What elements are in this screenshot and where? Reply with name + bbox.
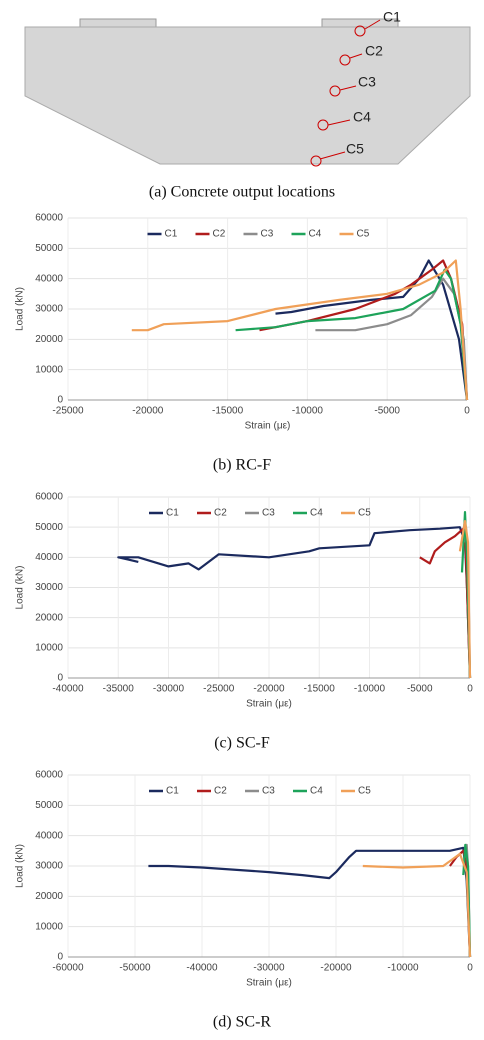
- x-tick-label: -40000: [52, 684, 84, 695]
- y-tick-label: 60000: [35, 770, 63, 781]
- y-tick-label: 0: [57, 952, 63, 963]
- x-tick-label: -20000: [132, 406, 164, 417]
- y-tick-label: 10000: [35, 364, 63, 375]
- y-axis-title: Load (kN): [15, 287, 26, 331]
- location-label: C5: [346, 141, 364, 157]
- caption: (b) RC-F: [213, 457, 271, 474]
- beam-section: [24, 26, 471, 165]
- y-tick-label: 40000: [35, 273, 63, 284]
- legend-label: C1: [166, 786, 179, 797]
- y-tick-label: 50000: [35, 522, 63, 533]
- x-tick-label: -25000: [52, 406, 84, 417]
- location-label: C3: [358, 74, 376, 90]
- x-tick-label: -20000: [253, 684, 285, 695]
- caption: (d) SC-R: [213, 1014, 272, 1031]
- y-tick-label: 0: [57, 395, 63, 406]
- location-marker: [329, 85, 341, 97]
- y-tick-label: 40000: [35, 830, 63, 841]
- support: [79, 18, 157, 28]
- x-tick-label: 0: [467, 684, 473, 695]
- y-tick-label: 60000: [35, 492, 63, 503]
- legend-label: C2: [214, 508, 227, 519]
- legend-label: C5: [358, 508, 371, 519]
- legend-label: C3: [261, 229, 274, 240]
- x-tick-label: -5000: [374, 406, 400, 417]
- series-line: [131, 259, 469, 401]
- legend-label: C5: [357, 229, 370, 240]
- y-tick-label: 0: [57, 673, 63, 684]
- x-tick-label: -15000: [212, 406, 244, 417]
- x-tick-label: -10000: [354, 684, 386, 695]
- legend-label: C5: [358, 786, 371, 797]
- legend-label: C1: [165, 229, 178, 240]
- legend-label: C3: [262, 786, 275, 797]
- x-tick-label: 0: [464, 406, 470, 417]
- y-tick-label: 10000: [35, 642, 63, 653]
- legend-label: C4: [310, 786, 323, 797]
- x-tick-label: -10000: [387, 963, 419, 974]
- series-line: [148, 846, 472, 958]
- x-tick-label: -25000: [203, 684, 235, 695]
- x-tick-label: -20000: [320, 963, 352, 974]
- series-line: [458, 520, 472, 679]
- y-tick-label: 40000: [35, 552, 63, 563]
- x-tick-label: -50000: [119, 963, 151, 974]
- y-tick-label: 20000: [35, 612, 63, 623]
- series-line: [117, 526, 472, 679]
- caption: (c) SC-F: [214, 735, 270, 752]
- x-tick-label: -5000: [407, 684, 433, 695]
- diagram: C1 C2 C3 C4 C5 (a) Concrete output locat…: [24, 9, 471, 201]
- x-tick-label: 0: [467, 963, 473, 974]
- y-axis-title: Load (kN): [15, 566, 26, 610]
- y-axis-title: Load (kN): [15, 844, 26, 888]
- location-label: C2: [365, 43, 383, 59]
- pointer: [319, 19, 381, 160]
- x-axis-title: Strain (με): [246, 699, 292, 710]
- y-tick-label: 30000: [35, 582, 63, 593]
- legend-label: C4: [310, 508, 323, 519]
- y-tick-label: 30000: [35, 861, 63, 872]
- x-tick-label: -35000: [103, 684, 135, 695]
- legend-label: C3: [262, 508, 275, 519]
- legend-label: C4: [309, 229, 322, 240]
- x-tick-label: -60000: [52, 963, 84, 974]
- location-marker: [310, 155, 322, 167]
- y-tick-label: 30000: [35, 304, 63, 315]
- legend-label: C2: [213, 229, 226, 240]
- y-tick-label: 60000: [35, 213, 63, 224]
- y-tick-label: 50000: [35, 800, 63, 811]
- x-tick-label: -30000: [153, 684, 185, 695]
- series-line: [259, 259, 469, 401]
- y-tick-label: 10000: [35, 921, 63, 932]
- x-tick-label: -30000: [253, 963, 285, 974]
- y-tick-label: 20000: [35, 891, 63, 902]
- y-tick-label: 50000: [35, 243, 63, 254]
- y-tick-label: 20000: [35, 334, 63, 345]
- series-line: [235, 268, 469, 401]
- x-tick-label: -10000: [292, 406, 324, 417]
- x-tick-label: -40000: [186, 963, 218, 974]
- legend-label: C2: [214, 786, 227, 797]
- x-axis-title: Strain (με): [245, 421, 291, 432]
- legend-label: C1: [166, 508, 179, 519]
- location-marker: [339, 54, 351, 66]
- caption: (a) Concrete output locations: [149, 184, 335, 201]
- location-marker: [354, 25, 366, 37]
- x-axis-title: Strain (με): [246, 978, 292, 989]
- x-tick-label: -15000: [304, 684, 336, 695]
- series-line: [362, 852, 472, 958]
- location-label: C4: [353, 109, 371, 125]
- location-label: C1: [383, 9, 401, 25]
